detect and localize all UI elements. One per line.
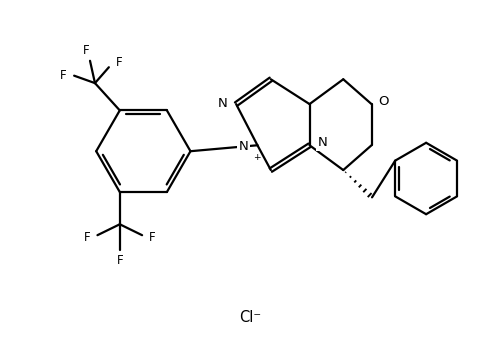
Text: Cl⁻: Cl⁻ — [239, 310, 261, 325]
Text: N: N — [318, 136, 328, 149]
Text: F: F — [84, 231, 91, 244]
Text: F: F — [116, 56, 122, 69]
Text: O: O — [378, 95, 389, 108]
Text: F: F — [116, 255, 123, 267]
Text: F: F — [82, 44, 89, 57]
Text: N: N — [218, 96, 228, 110]
Text: +: + — [252, 153, 260, 162]
Text: F: F — [148, 231, 156, 244]
Text: F: F — [60, 69, 66, 82]
Text: N: N — [238, 140, 248, 153]
